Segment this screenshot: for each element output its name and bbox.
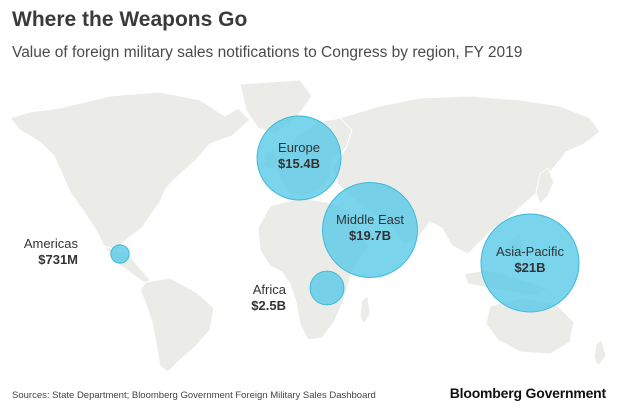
region-value-label: $2.5B [251,298,286,313]
south-america [139,277,215,373]
region-name-label: Middle East [336,212,404,227]
region-name-label: Europe [278,140,320,155]
world-map: Americas$731M Europe$15.4B Africa$2.5B Midd… [9,79,607,373]
region-bubbles [110,115,580,313]
madagascar [359,295,371,325]
region-value-label: $21B [514,260,545,275]
bubble-asia-pacific [480,213,580,313]
chart-title: Where the Weapons Go [12,8,248,31]
region-name-label: Africa [253,282,287,297]
new-zealand [593,339,607,367]
region-name-label: Asia-Pacific [496,244,564,259]
brand-logo: Bloomberg Government [449,385,606,401]
region-value-label: $15.4B [278,156,320,171]
bubble-americas [110,244,130,264]
north-america [9,91,251,251]
region-value-label: $19.7B [349,228,391,243]
region-labels: Americas$731M Europe$15.4B Africa$2.5B Midd… [24,140,565,313]
bubble-europe [256,115,342,201]
source-note: Sources: State Department; Bloomberg Gov… [12,390,376,401]
chart-subtitle: Value of foreign military sales notifica… [12,44,523,61]
region-value-label: $731M [38,252,78,267]
bubble-africa [309,270,345,306]
bubble-middle-east [322,182,418,278]
japan [535,167,555,205]
region-name-label: Americas [24,236,79,251]
